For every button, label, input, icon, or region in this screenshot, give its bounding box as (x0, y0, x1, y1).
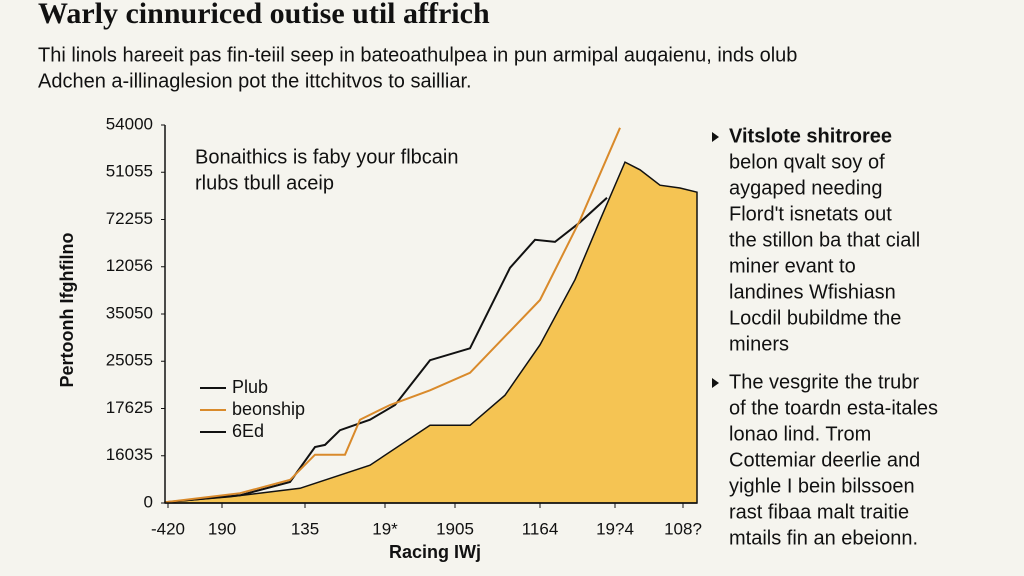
side-text: Cottemiar deerlie and (729, 449, 920, 471)
side-text: rast fibaa malt traitie (729, 501, 909, 523)
y-tick-label: 35050 (106, 303, 153, 322)
side-text: miner evant to (729, 255, 856, 277)
y-axis-label: Pertoonh Ifghfilno (57, 233, 77, 388)
annotation: Bonaithics is faby your flbcain (195, 146, 458, 168)
chart-title: Warly cinnuriced outise util affrich (38, 0, 490, 30)
side-text: aygaped needing (729, 177, 882, 199)
subtitle: Adchen a-illinaglesion pot the ittchitvo… (38, 70, 472, 92)
side-text: the stillon ba that ciall (729, 229, 920, 251)
y-tick-label: 17625 (106, 398, 153, 417)
line (164, 127, 621, 504)
side-text: yighle I bein bilssoen (729, 475, 915, 497)
annotation: rlubs tbull aceip (195, 172, 334, 194)
bullet (712, 378, 719, 388)
legend-label: 6Ed (232, 421, 264, 441)
x-tick-label: 190 (208, 519, 236, 538)
y-tick-label: 12056 (106, 256, 153, 275)
side-text: Locdil bubildme the (729, 307, 901, 329)
x-tick-label: 1905 (436, 519, 474, 538)
area (164, 161, 698, 504)
y-tick-label: 16035 (106, 445, 153, 464)
side-heading: Vitslote shitroree (729, 125, 892, 147)
bullet (712, 132, 719, 142)
side-text: landines Wfishiasn (729, 281, 896, 303)
x-tick-label: 19* (372, 519, 398, 538)
y-tick-label: 51055 (106, 162, 153, 181)
side-text: mtails fin an ebeionn. (729, 527, 918, 549)
legend-label: Plub (232, 377, 268, 397)
y-tick-label: 0 (144, 492, 153, 511)
y-tick-label: 72255 (106, 209, 153, 228)
legend-label: beonship (232, 399, 305, 419)
x-axis-label: Racing IWj (389, 542, 481, 562)
side-text: of the toardn esta-itales (729, 397, 938, 419)
x-tick-label: 135 (291, 519, 319, 538)
side-heading: The vesgrite the trubr (729, 371, 919, 393)
x-tick-label: 1164 (522, 519, 559, 538)
subtitle: Thi linols hareeit pas fin-teiil seep in… (38, 44, 797, 66)
side-text: miners (729, 333, 789, 355)
y-tick-label: 25055 (106, 351, 153, 370)
side-text: Flord't isnetats out (729, 203, 892, 225)
y-tick-label: 54000 (106, 114, 153, 133)
side-text: lonao lind. Trom (729, 423, 871, 445)
x-tick-label: 108? (664, 519, 702, 538)
x-tick-label: 19?4 (596, 519, 634, 538)
x-tick-label: -420 (151, 519, 185, 538)
side-text: belon qvalt soy of (729, 151, 885, 173)
